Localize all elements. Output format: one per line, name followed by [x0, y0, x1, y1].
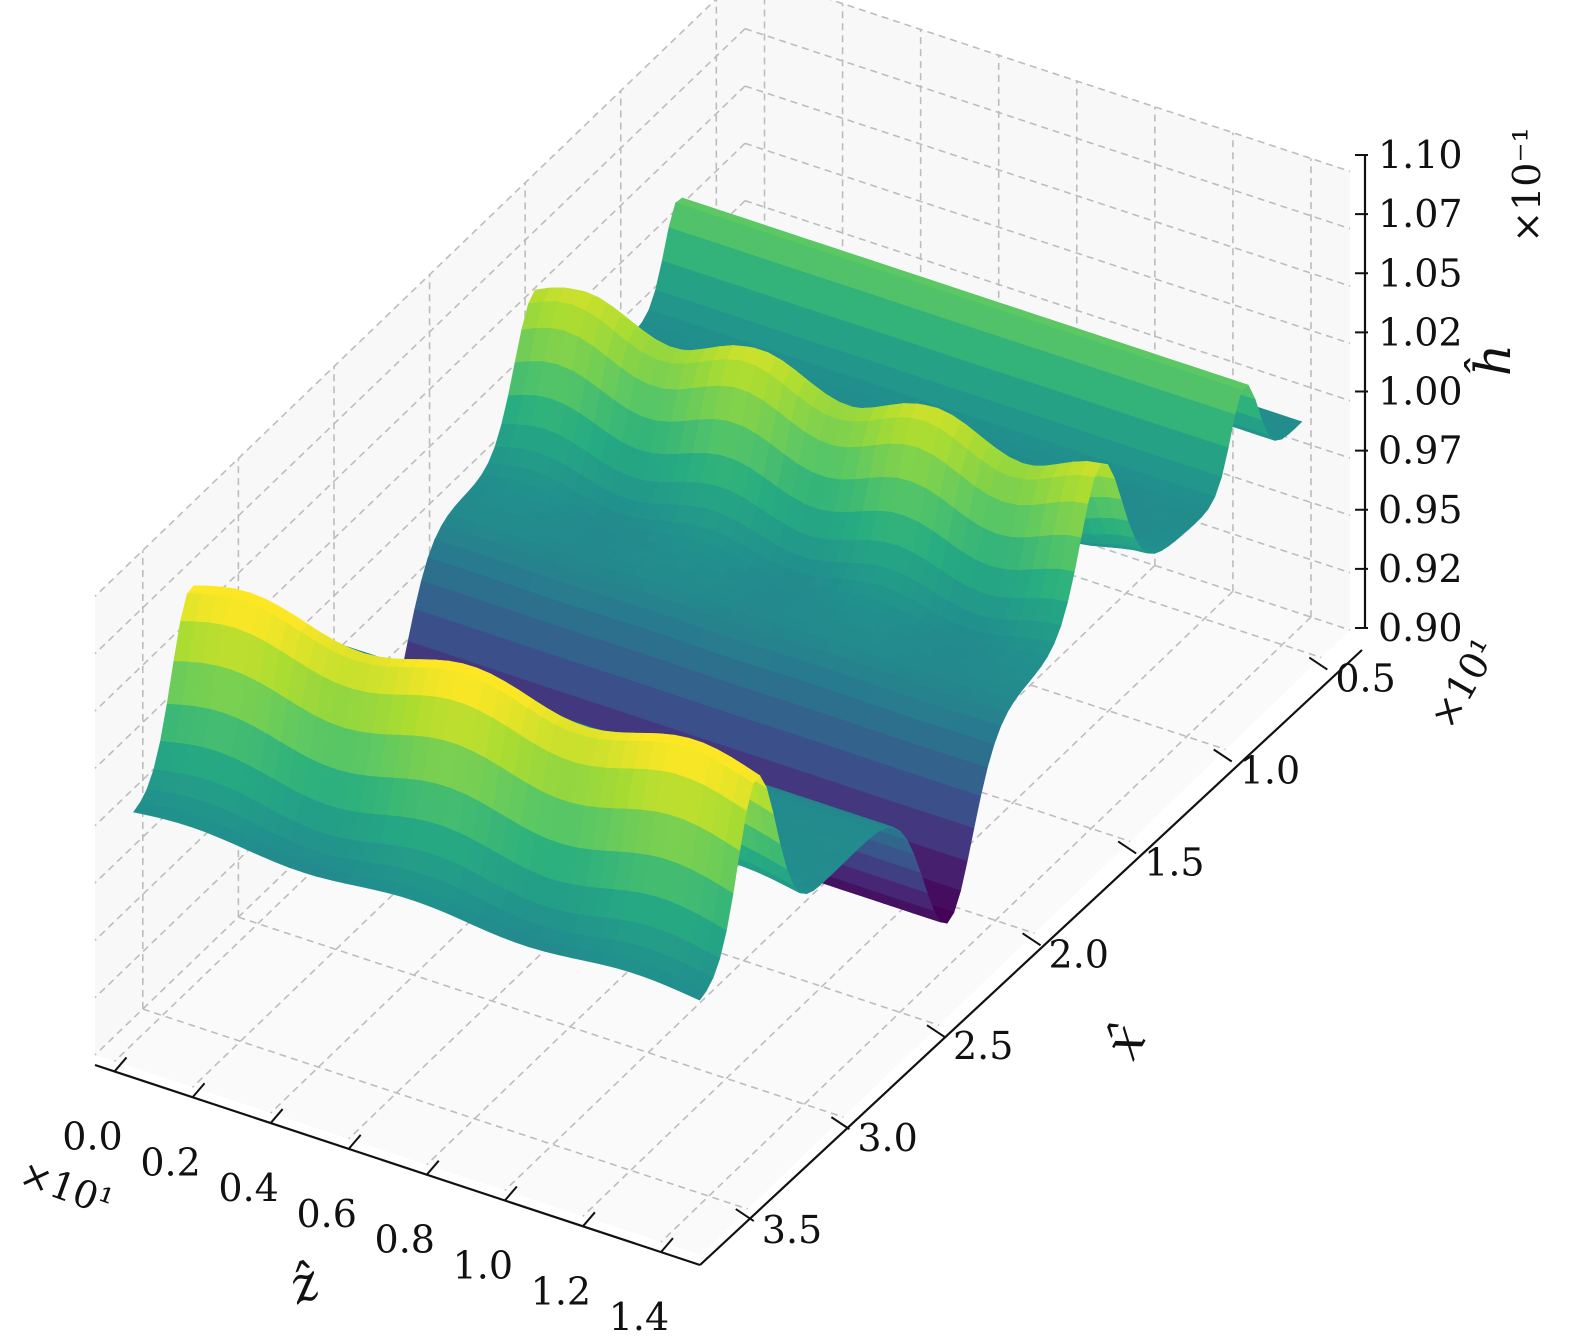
x-tick-mark	[735, 1208, 755, 1222]
z-tick-label: 1.0	[453, 1243, 513, 1287]
grid-line-h	[94, 28, 746, 655]
x-axis-line	[699, 649, 1363, 1266]
h-tick-label: 1.10	[1378, 133, 1463, 177]
z-tick-label: 0.0	[62, 1114, 122, 1158]
x-tick-label: 3.5	[762, 1208, 822, 1252]
z-tick-mark	[269, 1108, 284, 1124]
grid-line-h	[829, 0, 1351, 173]
z-tick-mark	[426, 1160, 440, 1176]
z-tick-label: 0.4	[218, 1166, 278, 1210]
z-tick-label: 0.2	[140, 1140, 200, 1184]
grid-line-h	[744, 27, 1351, 230]
axes	[94, 154, 1368, 1267]
grid-line-h	[94, 200, 746, 827]
h-axis-title: ĥ	[1463, 344, 1522, 376]
x-tick-mark	[1117, 840, 1137, 855]
h-tick-label: 1.05	[1378, 251, 1463, 295]
h-tick-label: 1.07	[1378, 192, 1463, 236]
grid-line-h	[744, 199, 1351, 402]
z-axis-title: ẑ	[281, 1252, 327, 1316]
z-tick-mark	[191, 1082, 206, 1098]
h-tick-label: 1.00	[1378, 370, 1463, 414]
z-tick-label: 0.8	[375, 1218, 435, 1262]
x-tick-label: 1.0	[1240, 748, 1300, 792]
grid-line-x	[238, 916, 844, 1118]
x-tick-mark	[1022, 932, 1042, 947]
z-tick-mark	[582, 1211, 596, 1227]
x-tick-mark	[830, 1116, 850, 1130]
z-tick-label: 0.6	[296, 1192, 356, 1236]
grid-line-h	[744, 85, 1351, 287]
x-tick-label: 2.0	[1049, 932, 1109, 976]
grid-line-h	[94, 142, 746, 769]
z-tick-label: 1.4	[609, 1295, 669, 1337]
x-tick-mark	[1308, 656, 1328, 671]
grid-line-h	[94, 0, 717, 597]
grid-line-x	[142, 1008, 749, 1210]
x-tick-label: 0.5	[1335, 657, 1395, 701]
z-axis-multiplier: ×10¹	[14, 1151, 119, 1225]
z-tick-mark	[347, 1134, 362, 1150]
grid-line-h	[94, 85, 746, 712]
h-tick-label: 0.92	[1378, 547, 1463, 591]
h-tick-label: 1.02	[1378, 310, 1463, 354]
z-tick-mark	[504, 1185, 518, 1202]
x-tick-label: 2.5	[953, 1024, 1013, 1068]
h-tick-label: 0.95	[1378, 488, 1463, 532]
grid-line-z	[660, 616, 1312, 1243]
x-axis-title: x̂	[1093, 1015, 1157, 1068]
x-tick-label: 1.5	[1144, 840, 1204, 884]
x-tick-label: 3.0	[857, 1116, 917, 1160]
x-tick-mark	[1213, 748, 1233, 763]
z-tick-mark	[660, 1237, 674, 1253]
z-tick-mark	[113, 1056, 128, 1073]
surface-facet	[133, 802, 156, 816]
grid-line-h	[744, 142, 1351, 345]
h-tick-label: 0.90	[1378, 606, 1463, 650]
h-axis-multiplier: ×10⁻¹	[1505, 127, 1549, 242]
h-tick-label: 0.97	[1378, 429, 1463, 473]
z-axis-line	[94, 1063, 701, 1267]
x-tick-mark	[926, 1024, 946, 1039]
z-tick-label: 1.2	[531, 1269, 591, 1313]
surface-mesh	[133, 197, 1303, 1001]
